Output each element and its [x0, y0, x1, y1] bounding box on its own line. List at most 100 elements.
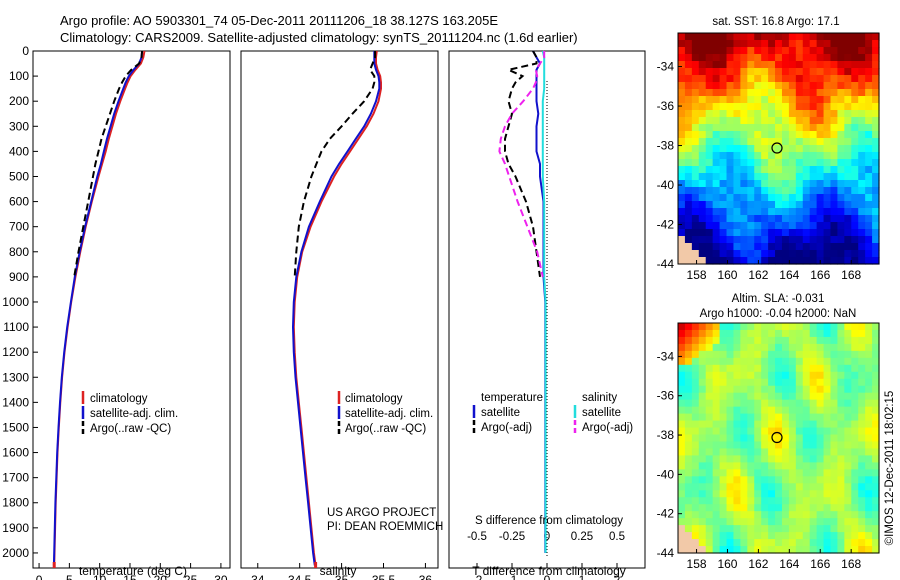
heatmap-cell [747, 511, 755, 519]
heatmap-cell [684, 371, 693, 380]
heatmap-cell [858, 357, 866, 366]
heatmap-cell [768, 455, 776, 463]
heatmap-cell [802, 392, 811, 401]
heatmap-cell [844, 323, 852, 331]
heatmap-cell [705, 61, 714, 69]
heatmap-cell [712, 413, 721, 422]
heatmap-cell [865, 89, 873, 97]
heatmap-cell [740, 131, 748, 139]
sla-heatmap [678, 323, 880, 554]
heatmap-cell [754, 40, 762, 48]
heatmap-cell [809, 110, 818, 118]
heatmap-cell [768, 110, 776, 118]
heatmap-cell [726, 462, 735, 470]
heatmap-cell [698, 215, 707, 223]
heatmap-cell [733, 110, 741, 118]
heatmap-cell [802, 222, 811, 230]
heatmap-cell [816, 434, 825, 443]
heatmap-cell [795, 243, 804, 251]
heatmap-cell [754, 75, 762, 83]
heatmap-cell [830, 357, 839, 366]
heatmap-cell [858, 131, 866, 139]
heatmap-cell [761, 546, 769, 554]
heatmap-cell [726, 525, 735, 533]
heatmap-cell [795, 420, 804, 429]
heatmap-cell [740, 350, 748, 359]
heatmap-cell [678, 257, 686, 265]
heatmap-cell [678, 546, 686, 554]
heatmap-cell [865, 518, 873, 526]
lat-tick-label: -44 [657, 257, 675, 271]
heatmap-cell [788, 229, 797, 237]
heatmap-cell [754, 96, 762, 104]
heatmap-cell [712, 257, 721, 265]
heatmap-cell [816, 103, 825, 111]
heatmap-cell [795, 504, 804, 512]
heatmap-cell [809, 103, 818, 111]
heatmap-cell [775, 413, 783, 422]
heatmap-cell [795, 518, 804, 526]
heatmap-cell [712, 336, 721, 345]
heatmap-cell [775, 236, 783, 244]
heatmap-cell [775, 434, 783, 443]
heatmap-cell [802, 357, 811, 366]
heatmap-cell [712, 364, 721, 373]
heatmap-cell [761, 329, 769, 338]
heatmap-cell [733, 546, 741, 554]
heatmap-cell [781, 229, 790, 237]
x-tick-label: 35.5 [372, 573, 396, 580]
heatmap-cell [802, 546, 811, 554]
heatmap-cell [719, 476, 728, 484]
heatmap-cell [740, 117, 748, 125]
heatmap-cell [691, 336, 700, 345]
heatmap-cell [816, 539, 825, 547]
heatmap-cell [788, 343, 797, 352]
heatmap-cell [788, 124, 797, 132]
heatmap-cell [761, 152, 769, 160]
heatmap-cell [719, 511, 728, 519]
heatmap-cell [823, 96, 832, 104]
heatmap-cell [726, 343, 735, 352]
heatmap-cell [719, 392, 728, 401]
heatmap-cell [823, 329, 832, 338]
series-salinity-argo-adj- [498, 51, 546, 278]
heatmap-cell [837, 343, 845, 352]
s-tick-label: -0.5 [467, 531, 487, 543]
heatmap-cell [733, 82, 741, 90]
heatmap-cell [712, 82, 721, 90]
heatmap-cell [747, 173, 755, 181]
heatmap-cell [775, 427, 783, 436]
heatmap-cell [795, 378, 804, 387]
heatmap-cell [684, 222, 693, 230]
lat-tick-label: -40 [657, 178, 675, 192]
heatmap-cell [740, 236, 748, 244]
heatmap-cell [726, 75, 735, 83]
heatmap-cell [754, 371, 762, 380]
t-tick-label: 2 [614, 573, 621, 580]
heatmap-cell [816, 243, 825, 251]
heatmap-cell [795, 54, 804, 62]
heatmap-cell [858, 173, 866, 181]
heatmap-cell [865, 427, 873, 436]
heatmap-cell [816, 222, 825, 230]
heatmap-cell [837, 490, 845, 498]
heatmap-cell [816, 54, 825, 62]
heatmap-cell [872, 208, 880, 216]
heatmap-cell [795, 103, 804, 111]
depth-tick-label: 800 [9, 245, 29, 259]
heatmap-cell [761, 103, 769, 111]
heatmap-cell [809, 159, 818, 167]
depth-tick-label: 1500 [2, 420, 29, 434]
heatmap-cell [858, 539, 866, 547]
heatmap-cell [816, 187, 825, 195]
heatmap-cell [851, 236, 859, 244]
heatmap-cell [795, 532, 804, 540]
heatmap-cell [733, 483, 741, 491]
heatmap-cell [678, 476, 686, 484]
legend-argo: Argo(..raw -QC) [345, 423, 426, 435]
depth-tick-label: 1700 [2, 471, 29, 485]
depth-tick-label: 600 [9, 195, 29, 209]
heatmap-cell [733, 399, 741, 408]
heatmap-cell [851, 138, 859, 146]
heatmap-cell [678, 448, 686, 457]
